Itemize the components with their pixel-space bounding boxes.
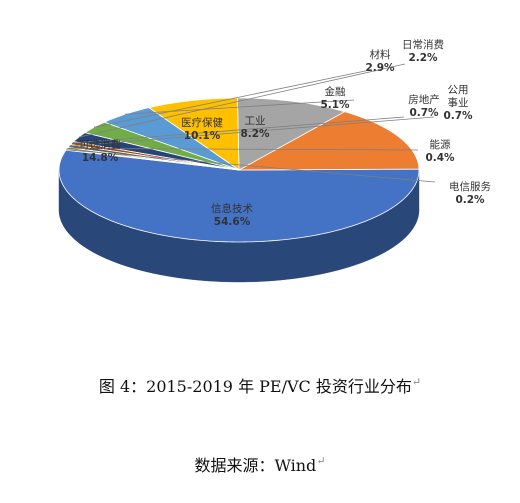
slice-value-2: 10.1% (184, 130, 221, 142)
slice-value-1: 14.8% (82, 152, 119, 164)
leader-line-8 (69, 116, 435, 147)
slice-label-1: 可选消费 (79, 138, 121, 151)
slice-1 (238, 111, 420, 171)
slice-value-3: 8.2% (240, 128, 270, 140)
slice-value-9: 0.4% (425, 152, 455, 164)
paragraph-mark: ↵ (316, 454, 326, 468)
leader-line-4 (125, 99, 355, 115)
slice-label-8: 公用 (448, 84, 469, 96)
slice-label-5: 材料 (370, 48, 391, 61)
leader-line-9 (67, 147, 419, 151)
slice-value-4: 5.1% (320, 99, 350, 111)
data-source-text: 数据来源：Wind (194, 456, 317, 475)
figure-caption: 图 4：2015-2019 年 PE/VC 投资行业分布↵ (0, 373, 520, 397)
slice-value-6: 2.2% (408, 52, 438, 64)
slice-label-7: 房地产 (408, 93, 440, 106)
leader-line-5 (93, 69, 371, 128)
leader-line-7 (71, 116, 405, 144)
slice-label-10: 电信服务 (449, 180, 491, 193)
slice-value-5: 2.9% (365, 62, 395, 74)
slice-value-10: 0.2% (455, 194, 485, 206)
slice-value-8: 0.7% (443, 110, 473, 122)
slice-2 (237, 97, 346, 171)
leader-line-6 (78, 63, 406, 138)
data-source: 数据来源：Wind↵ (0, 452, 520, 476)
paragraph-mark: ↵ (411, 375, 422, 389)
slice-label-0: 信息技术 (211, 202, 253, 215)
slice-label-4: 金融 (325, 85, 346, 98)
slice-label-3: 工业 (245, 115, 266, 127)
slice-value-0: 54.6% (214, 216, 251, 228)
slice-label-6: 日常消费 (402, 38, 444, 51)
slice-label-2: 医疗保健 (181, 116, 223, 129)
pie-top-layer (58, 97, 420, 243)
figure-caption-text: 图 4：2015-2019 年 PE/VC 投资行业分布 (98, 377, 412, 396)
leader-lines (66, 63, 436, 183)
slice-value-7: 0.7% (409, 107, 439, 119)
slice-10 (65, 148, 240, 171)
leader-line-10 (66, 149, 436, 183)
slice-label-8: 事业 (448, 96, 469, 109)
slice-label-9: 能源 (430, 138, 451, 151)
slice-4 (103, 107, 240, 171)
